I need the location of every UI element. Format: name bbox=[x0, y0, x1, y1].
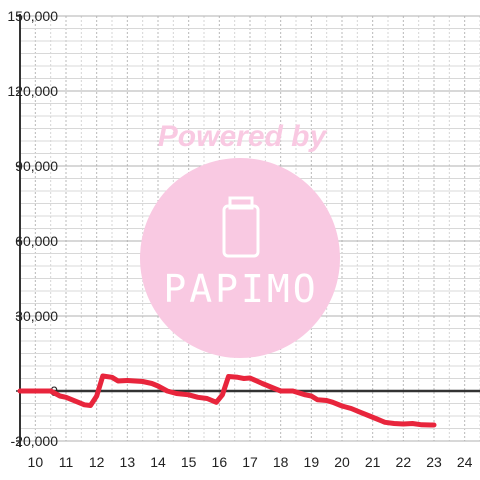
x-tick-label: 15 bbox=[181, 454, 197, 470]
x-tick-label: 19 bbox=[304, 454, 320, 470]
y-tick-label: 150,000 bbox=[7, 8, 58, 24]
powered-by-watermark: Powered by PAPIMO bbox=[140, 120, 340, 358]
x-tick-label: 24 bbox=[457, 454, 473, 470]
x-tick-labels: 10 11 12 13 14 15 16 17 18 19 20 21 22 23 24 bbox=[28, 454, 473, 470]
y-tick-label: 90,000 bbox=[15, 158, 58, 174]
phone-icon bbox=[222, 204, 260, 258]
x-tick-label: 11 bbox=[59, 454, 74, 470]
watermark-circle bbox=[140, 158, 340, 358]
watermark-powered-by-text: Powered by bbox=[158, 120, 328, 153]
x-tick-label: 23 bbox=[426, 454, 442, 470]
x-tick-label: 12 bbox=[89, 454, 105, 470]
x-tick-label: 16 bbox=[212, 454, 228, 470]
x-tick-label: 20 bbox=[334, 454, 350, 470]
x-tick-label: 21 bbox=[365, 454, 381, 470]
series-group bbox=[17, 373, 437, 428]
watermark-brand-text: PAPIMO bbox=[163, 267, 318, 311]
y-tick-label: 30,000 bbox=[15, 308, 58, 324]
x-tick-label: 13 bbox=[120, 454, 136, 470]
phone-icon-top bbox=[228, 196, 254, 210]
x-tick-label: 10 bbox=[28, 454, 44, 470]
series-line bbox=[17, 373, 437, 428]
y-tick-label: 120,000 bbox=[7, 83, 58, 99]
x-tick-label: 17 bbox=[242, 454, 258, 470]
y-tick-label: -20,000 bbox=[11, 433, 59, 449]
x-tick-label: 22 bbox=[396, 454, 412, 470]
x-tick-label: 14 bbox=[150, 454, 166, 470]
y-tick-label: 60,000 bbox=[15, 233, 58, 249]
x-tick-label: 18 bbox=[273, 454, 289, 470]
